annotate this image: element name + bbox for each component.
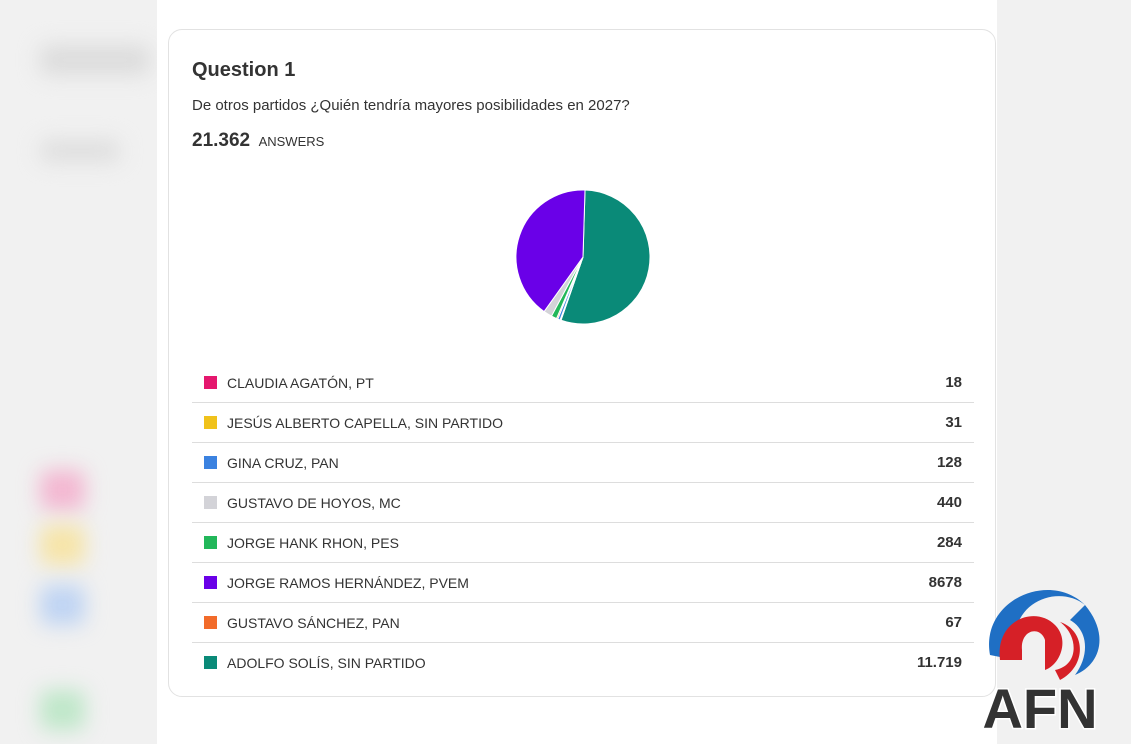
afn-logo: AFN: [981, 589, 1100, 735]
legend-row: GINA CRUZ, PAN 128: [192, 443, 974, 483]
legend-value: 31: [945, 414, 962, 431]
legend-label: CLAUDIA AGATÓN, PT: [227, 375, 374, 391]
legend-value: 128: [936, 454, 962, 471]
legend-value: 440: [936, 494, 962, 511]
legend-swatch: [204, 616, 217, 629]
legend-swatch: [204, 376, 217, 389]
legend-swatch: [204, 456, 217, 469]
pie-chart: [515, 189, 651, 325]
legend-value: 8678: [928, 574, 962, 591]
legend-value: 67: [945, 614, 962, 631]
legend-swatch: [204, 416, 217, 429]
legend-swatch: [204, 656, 217, 669]
legend-swatch: [204, 576, 217, 589]
legend-label: JORGE RAMOS HERNÁNDEZ, PVEM: [227, 575, 469, 591]
answers-label: ANSWERS: [258, 134, 325, 149]
legend-row: JORGE RAMOS HERNÁNDEZ, PVEM 8678: [192, 563, 974, 603]
legend-row: CLAUDIA AGATÓN, PT 18: [192, 363, 974, 403]
legend-label: JORGE HANK RHON, PES: [227, 535, 399, 551]
legend-label: GUSTAVO SÁNCHEZ, PAN: [227, 615, 400, 631]
blurred-background-left: [0, 0, 157, 744]
pie-slice: [560, 189, 651, 325]
answers-summary: 21.362 ANSWERS: [192, 130, 324, 152]
legend-row: JORGE HANK RHON, PES 284: [192, 523, 974, 563]
question-text: De otros partidos ¿Quién tendría mayores…: [192, 97, 630, 114]
legend-value: 18: [945, 374, 962, 391]
legend-row: ADOLFO SOLÍS, SIN PARTIDO 11.719: [192, 643, 974, 683]
legend-row: GUSTAVO DE HOYOS, MC 440: [192, 483, 974, 523]
answers-count: 21.362: [192, 130, 251, 151]
legend-swatch: [204, 496, 217, 509]
legend-label: GUSTAVO DE HOYOS, MC: [227, 495, 401, 511]
legend-row: JESÚS ALBERTO CAPELLA, SIN PARTIDO 31: [192, 403, 974, 443]
legend-swatch: [204, 536, 217, 549]
legend-label: GINA CRUZ, PAN: [227, 455, 339, 471]
legend-value: 284: [936, 534, 962, 551]
legend-row: GUSTAVO SÁNCHEZ, PAN 67: [192, 603, 974, 643]
legend-table: CLAUDIA AGATÓN, PT 18 JESÚS ALBERTO CAPELL…: [192, 363, 974, 683]
question-title: Question 1: [192, 59, 296, 81]
logo-text: AFN: [982, 677, 1097, 735]
legend-label: ADOLFO SOLÍS, SIN PARTIDO: [227, 655, 426, 671]
legend-value: 11.719: [916, 654, 962, 671]
legend-label: JESÚS ALBERTO CAPELLA, SIN PARTIDO: [227, 415, 503, 431]
pie-slice: [515, 189, 586, 313]
question-card: Question 1 De otros partidos ¿Quién tend…: [168, 29, 996, 697]
